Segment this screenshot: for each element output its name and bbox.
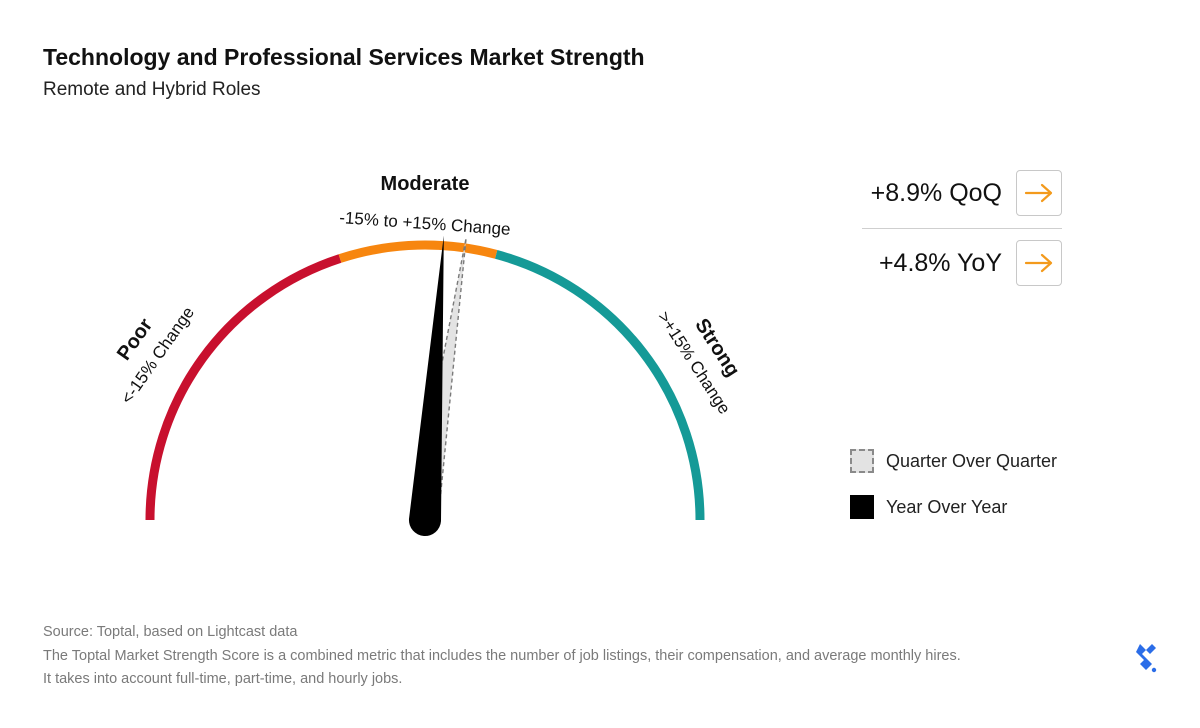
chart-title: Technology and Professional Services Mar… [43,44,645,70]
stat-yoy: +4.8% YoY [820,240,1062,286]
chart-subtitle: Remote and Hybrid Roles [43,79,261,100]
stat-qoq-value: +8.9% QoQ [870,178,1002,207]
legend-swatch-yoy [850,495,874,519]
legend-swatch-qoq [850,449,874,473]
stat-yoy-value: +4.8% YoY [878,248,1002,277]
gauge-arc-moderate [338,240,498,263]
legend-item-yoy: Year Over Year [850,495,1007,519]
gauge-arc-poor [145,254,342,521]
footer-note-line1: The Toptal Market Strength Score is a co… [43,648,961,664]
footer-note-line2: It takes into account full-time, part-ti… [43,671,403,687]
legend-label-yoy: Year Over Year [886,496,1008,517]
stat-divider [862,228,1062,229]
legend-label-qoq: Quarter Over Quarter [886,450,1058,471]
stat-qoq: +8.9% QoQ [820,170,1062,216]
gauge-arc-strong [495,250,705,521]
arrow-right-icon [1016,240,1062,286]
toptal-logo-icon [1132,642,1160,681]
legend-item-qoq: Quarter Over Quarter [850,449,1057,473]
arrow-right-icon [1016,170,1062,216]
needle-year-over-year [408,235,444,537]
zone-range-moderate: -15% to +15% Change [339,208,511,239]
zone-label-moderate: Moderate [381,173,470,195]
footer-source: Source: Toptal, based on Lightcast data [43,624,298,640]
